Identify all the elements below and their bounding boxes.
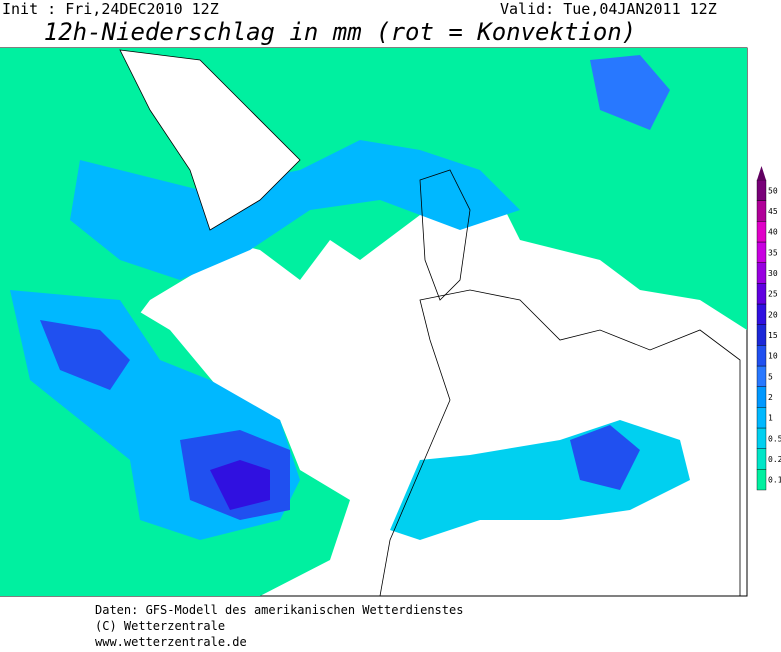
precip-area <box>590 55 670 130</box>
legend-label: 5 <box>768 372 773 381</box>
legend-label: 0.1 <box>768 476 781 485</box>
legend-swatch <box>756 407 767 429</box>
precip-area <box>210 460 270 510</box>
legend-arrow <box>757 166 766 180</box>
legend-swatch <box>756 469 767 491</box>
legend-swatch <box>756 221 767 243</box>
legend-swatch <box>756 324 767 346</box>
legend-label: 2 <box>768 393 773 402</box>
legend-swatch <box>756 303 767 325</box>
legend-label: 0.2 <box>768 455 781 464</box>
legend-swatch <box>756 283 767 305</box>
legend-swatch <box>756 386 767 408</box>
landmass <box>119 49 301 231</box>
legend-swatch <box>756 200 767 222</box>
legend-swatch <box>756 179 767 201</box>
map-area <box>0 47 748 597</box>
legend-label: 1 <box>768 414 773 423</box>
legend-label: 30 <box>768 269 778 278</box>
map-title: 12h-Niederschlag in mm (rot = Konvektion… <box>44 18 636 46</box>
legend-label: 45 <box>768 207 778 216</box>
footer-line: www.wetterzentrale.de <box>95 635 247 648</box>
precip-area <box>40 320 130 390</box>
init-time: Init : Fri,24DEC2010 12Z <box>2 0 219 18</box>
legend-swatch <box>756 448 767 470</box>
legend-swatch <box>756 365 767 387</box>
precip-area <box>70 140 520 280</box>
legend-label: 25 <box>768 290 778 299</box>
legend-label: 10 <box>768 352 778 361</box>
footer-line: Daten: GFS-Modell des amerikanischen Wet… <box>95 603 463 617</box>
coastline <box>419 169 471 301</box>
legend-label: 40 <box>768 228 778 237</box>
precip-area <box>570 425 640 490</box>
legend-label: 35 <box>768 248 778 257</box>
valid-time: Valid: Tue,04JAN2011 12Z <box>500 0 717 18</box>
legend-swatch <box>756 262 767 284</box>
legend-label: 20 <box>768 310 778 319</box>
legend-label: 50 <box>768 186 778 195</box>
legend-label: 0.5 <box>768 434 781 443</box>
legend-label: 15 <box>768 331 778 340</box>
coastline <box>379 289 741 597</box>
legend-swatch <box>756 345 767 367</box>
footer-line: (C) Wetterzentrale <box>95 619 225 633</box>
legend-swatch <box>756 427 767 449</box>
legend-swatch <box>756 241 767 263</box>
